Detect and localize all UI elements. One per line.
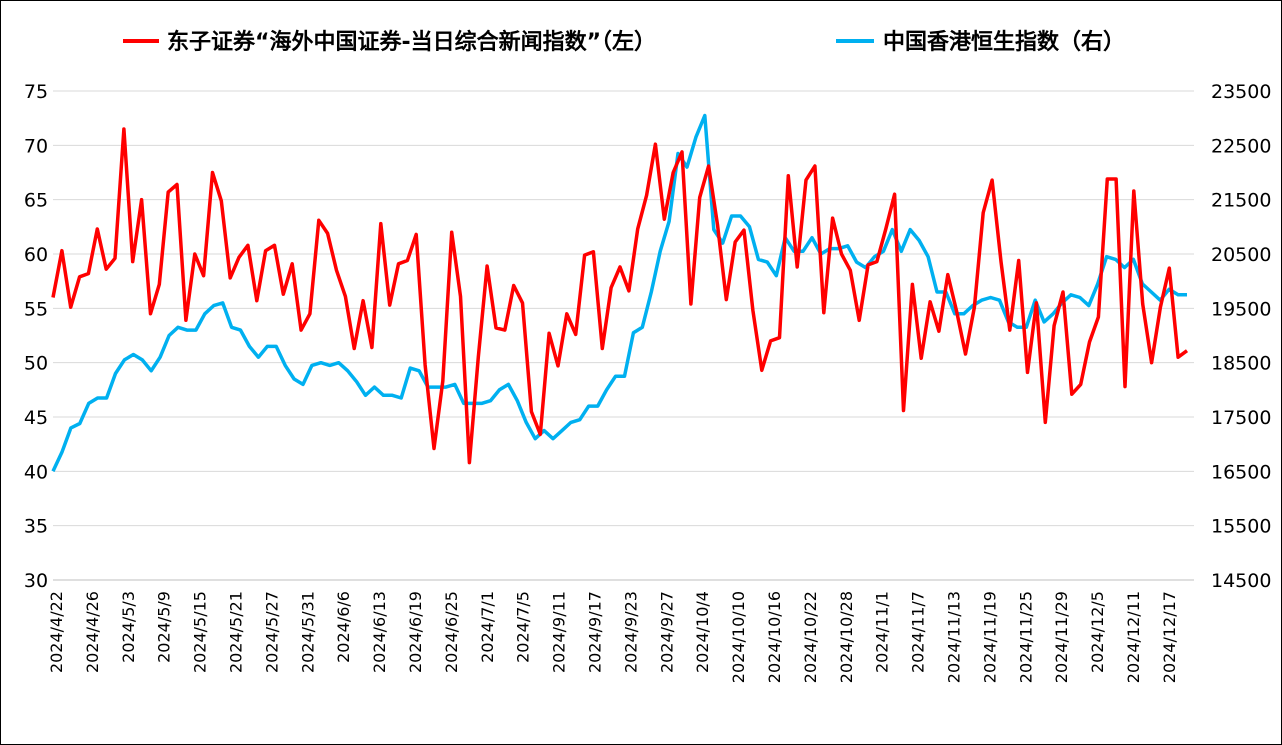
left-tick-label: 35 (24, 516, 48, 538)
right-tick-label: 16500 (1211, 461, 1271, 483)
right-tick-label: 15500 (1211, 516, 1271, 538)
x-tick-label: 2024/11/13 (945, 591, 964, 683)
right-tick-label: 18500 (1211, 353, 1271, 375)
x-tick-label: 2024/11/1 (873, 591, 892, 673)
left-tick-label: 30 (24, 570, 48, 592)
legend: 东子证券“海外中国证券-当日综合新闻指数”（左） 中国香港恒生指数（右） (123, 29, 1125, 55)
right-tick-label: 17500 (1211, 407, 1271, 429)
x-tick-label: 2024/7/5 (514, 591, 533, 663)
right-tick-label: 20500 (1211, 244, 1271, 266)
x-tick-label: 2024/5/3 (119, 591, 138, 663)
legend-label-news-index: 东子证券“海外中国证券-当日综合新闻指数”（左） (167, 29, 656, 55)
left-tick-label: 75 (24, 81, 48, 103)
series-line-hang-seng (51, 113, 1187, 473)
right-tick-label: 19500 (1211, 298, 1271, 320)
left-tick-label: 45 (24, 407, 48, 429)
x-tick-label: 2024/9/23 (621, 591, 640, 673)
x-tick-label: 2024/12/5 (1088, 591, 1107, 673)
right-axis-ticks: 23500 22500 21500 20500 19500 18500 17500 16500… (1211, 81, 1271, 592)
x-tick-label: 2024/9/27 (657, 591, 676, 673)
x-tick-label: 2024/11/29 (1052, 591, 1071, 683)
left-tick-label: 60 (24, 244, 48, 266)
x-tick-label: 2024/11/19 (980, 591, 999, 683)
left-tick-label: 50 (24, 353, 48, 375)
x-tick-label: 2024/5/31 (298, 591, 317, 673)
left-axis-ticks: 75 70 65 60 55 50 45 40 35 30 (24, 81, 48, 592)
right-tick-label: 23500 (1211, 81, 1271, 103)
series-line-news-index (51, 127, 1189, 465)
x-tick-label: 2024/6/6 (334, 591, 353, 663)
x-tick-label: 2024/4/22 (47, 591, 66, 673)
right-tick-label: 22500 (1211, 135, 1271, 157)
left-tick-label: 65 (24, 190, 48, 212)
x-tick-label: 2024/10/4 (693, 591, 712, 673)
right-tick-label: 14500 (1211, 570, 1271, 592)
x-tick-label: 2024/12/17 (1160, 591, 1179, 683)
x-tick-label: 2024/9/17 (586, 591, 605, 673)
x-tick-label: 2024/10/16 (765, 591, 784, 683)
x-tick-label: 2024/10/22 (801, 591, 820, 683)
x-tick-label: 2024/5/21 (227, 591, 246, 673)
left-tick-label: 70 (24, 135, 48, 157)
x-tick-label: 2024/12/11 (1124, 591, 1143, 683)
x-tick-label: 2024/5/15 (191, 591, 210, 673)
x-tick-label: 2024/10/28 (837, 591, 856, 683)
x-tick-label: 2024/5/27 (262, 591, 281, 673)
x-axis-ticks: 2024/4/22 2024/4/26 2024/5/3 2024/5/9 2024/5… (47, 591, 1179, 683)
x-tick-label: 2024/11/25 (1016, 591, 1035, 683)
legend-label-hang-seng: 中国香港恒生指数（右） (883, 29, 1125, 55)
x-tick-label: 2024/11/7 (909, 591, 928, 673)
left-tick-label: 55 (24, 298, 48, 320)
x-tick-label: 2024/9/11 (550, 591, 569, 673)
x-tick-label: 2024/6/25 (442, 591, 461, 673)
right-tick-label: 21500 (1211, 190, 1271, 212)
x-tick-label: 2024/4/26 (83, 591, 102, 673)
left-tick-label: 40 (24, 461, 48, 483)
x-tick-label: 2024/6/13 (370, 591, 389, 673)
x-tick-label: 2024/6/19 (406, 591, 425, 673)
x-tick-label: 2024/10/10 (729, 591, 748, 683)
x-tick-label: 2024/7/1 (478, 591, 497, 663)
x-tick-label: 2024/5/9 (155, 591, 174, 663)
